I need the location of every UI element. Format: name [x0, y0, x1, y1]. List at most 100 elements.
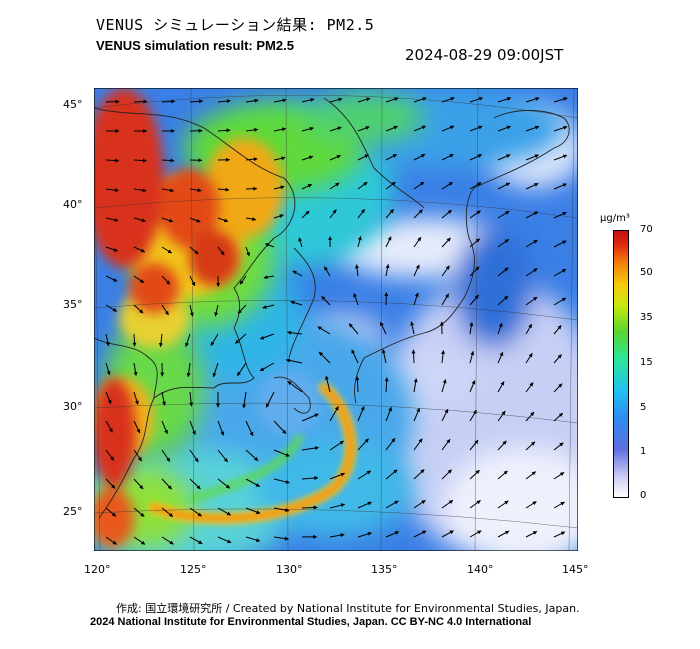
- wind-arrow: [133, 478, 144, 490]
- wind-arrow: [353, 293, 359, 306]
- wind-arrow: [329, 97, 343, 103]
- wind-arrow: [329, 440, 344, 451]
- wind-arrow: [273, 185, 285, 190]
- pm25-map: [93, 87, 579, 552]
- wind-arrow: [553, 325, 562, 335]
- wind-arrow: [441, 153, 454, 161]
- wind-arrow: [301, 183, 313, 190]
- wind-arrow: [189, 420, 196, 435]
- wind-arrow: [217, 478, 231, 489]
- copyright-line: 2024 National Institute for Environmenta…: [90, 616, 532, 628]
- wind-arrow: [301, 476, 319, 481]
- wind-arrow: [273, 156, 286, 161]
- lon-tick-135: 135°: [371, 563, 398, 576]
- wind-arrow: [237, 304, 247, 314]
- wind-arrow: [161, 275, 171, 285]
- wind-arrow: [357, 181, 368, 190]
- lat-tick-30: 30°: [63, 400, 83, 413]
- wind-arrow: [413, 499, 426, 509]
- wind-arrow: [290, 300, 303, 306]
- wind-arrow: [380, 321, 387, 335]
- lon-tick-120: 120°: [84, 563, 111, 576]
- wind-arrow: [525, 154, 539, 161]
- colorbar-label-35: 35: [640, 312, 653, 323]
- wind-arrow: [413, 97, 427, 103]
- wind-arrow: [217, 507, 232, 516]
- wind-arrow: [273, 214, 284, 219]
- wind-arrow: [239, 275, 247, 285]
- wind-arrow: [413, 125, 427, 132]
- colorbar-label-0: 0: [640, 490, 647, 501]
- wind-arrow: [133, 246, 146, 253]
- wind-arrow: [273, 507, 290, 513]
- wind-arrow: [469, 500, 481, 509]
- credit-line: 作成: 国立環境研究所 / Created by National Instit…: [116, 602, 580, 615]
- wind-arrow: [441, 181, 453, 190]
- wind-arrow: [105, 391, 112, 405]
- wind-arrow: [161, 304, 169, 316]
- wind-arrow: [217, 420, 225, 436]
- wind-arrow: [105, 449, 115, 461]
- wind-arrow: [469, 154, 483, 161]
- wind-arrow: [105, 246, 118, 252]
- wind-arrow: [287, 330, 303, 335]
- wind-arrow: [525, 182, 539, 190]
- lon-tick-140: 140°: [467, 563, 494, 576]
- wind-arrow: [497, 470, 508, 480]
- wind-arrow: [105, 333, 110, 347]
- wind-arrow: [413, 181, 425, 190]
- wind-arrow: [217, 99, 231, 104]
- wind-arrow: [105, 420, 113, 433]
- wind-arrow: [161, 217, 174, 223]
- wind-arrow: [217, 536, 232, 544]
- wind-arrow: [385, 236, 392, 248]
- wind-arrow: [298, 237, 303, 248]
- wind-arrow: [245, 420, 254, 437]
- wind-arrow: [259, 333, 275, 340]
- colorbar-label-15: 15: [640, 357, 653, 368]
- wind-arrow: [214, 304, 219, 317]
- wind-arrow: [189, 304, 194, 317]
- wind-arrow: [413, 469, 425, 480]
- wind-arrow: [497, 210, 510, 219]
- wind-arrow: [469, 380, 476, 393]
- wind-arrow: [357, 154, 369, 161]
- wind-arrow: [497, 530, 510, 538]
- wind-arrow: [553, 442, 564, 451]
- wind-arrow: [245, 98, 259, 103]
- wind-arrow: [413, 153, 426, 161]
- wind-arrow: [354, 264, 359, 277]
- wind-arrow: [553, 531, 566, 538]
- wind-arrow: [161, 478, 172, 490]
- wind-arrow: [189, 275, 196, 287]
- lon-tick-130: 130°: [276, 563, 303, 576]
- wind-arrow: [497, 182, 511, 190]
- wind-arrow: [497, 500, 509, 509]
- wind-arrow: [385, 153, 398, 161]
- wind-arrow: [553, 268, 567, 277]
- wind-arrow: [525, 125, 540, 132]
- wind-arrow: [301, 413, 319, 422]
- wind-arrow: [105, 304, 118, 312]
- wind-arrow: [161, 507, 174, 517]
- wind-arrow: [525, 530, 538, 538]
- wind-arrow: [469, 182, 482, 190]
- wind-arrow: [265, 391, 275, 408]
- colorbar-unit: μg/m³: [600, 213, 630, 224]
- wind-arrow: [273, 478, 290, 484]
- wind-arrow: [441, 125, 455, 132]
- wind-arrow: [161, 536, 174, 545]
- wind-arrow: [217, 128, 231, 133]
- wind-arrow: [301, 210, 310, 219]
- colorbar-label-50: 50: [640, 267, 653, 278]
- wind-arrow: [287, 380, 303, 393]
- wind-arrow: [189, 478, 201, 490]
- wind-arrow: [553, 183, 567, 190]
- wind-arrow: [441, 209, 452, 219]
- colorbar-label-70: 70: [640, 224, 653, 235]
- wind-arrow: [236, 362, 247, 377]
- wind-arrow: [329, 209, 337, 219]
- wind-arrow: [497, 295, 509, 306]
- wind-arrow: [469, 409, 477, 422]
- wind-arrow: [497, 238, 510, 248]
